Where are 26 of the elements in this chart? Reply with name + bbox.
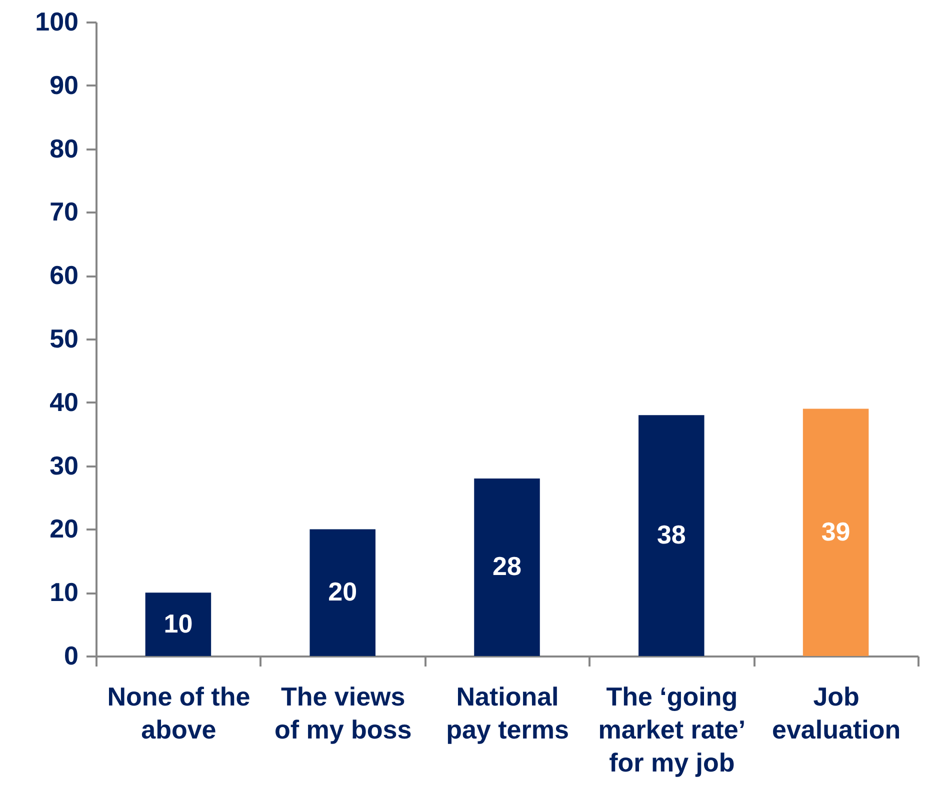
y-tick-label: 10 — [50, 577, 78, 608]
data-label: 38 — [656, 520, 686, 550]
bar — [310, 529, 376, 656]
data-label: 39 — [821, 516, 850, 546]
data-label: 20 — [328, 576, 358, 607]
y-tick-label: 90 — [50, 70, 78, 100]
x-tick-label: The ‘going market rate’ for my job — [598, 682, 746, 778]
y-tick-label: 20 — [50, 514, 78, 544]
bar — [145, 592, 212, 656]
data-label: 28 — [492, 551, 522, 582]
y-tick-label: 40 — [50, 386, 78, 417]
bar — [638, 415, 704, 656]
data-label: 10 — [164, 608, 193, 638]
y-tick-label: 50 — [50, 324, 78, 354]
x-tick-label: Job evaluation — [772, 682, 901, 744]
x-tick-label: National pay terms — [446, 682, 569, 744]
y-tick-label: 0 — [64, 640, 78, 670]
x-tick-label: The views of my boss — [274, 682, 412, 744]
y-tick-label: 30 — [50, 450, 78, 480]
y-tick-label: 60 — [50, 260, 78, 290]
bar — [474, 478, 540, 656]
y-tick-label: 100 — [35, 6, 78, 36]
y-tick-label: 70 — [50, 196, 78, 227]
bar — [802, 408, 869, 656]
y-tick-label: 80 — [50, 133, 78, 164]
x-tick-label: None of the above — [107, 682, 250, 744]
